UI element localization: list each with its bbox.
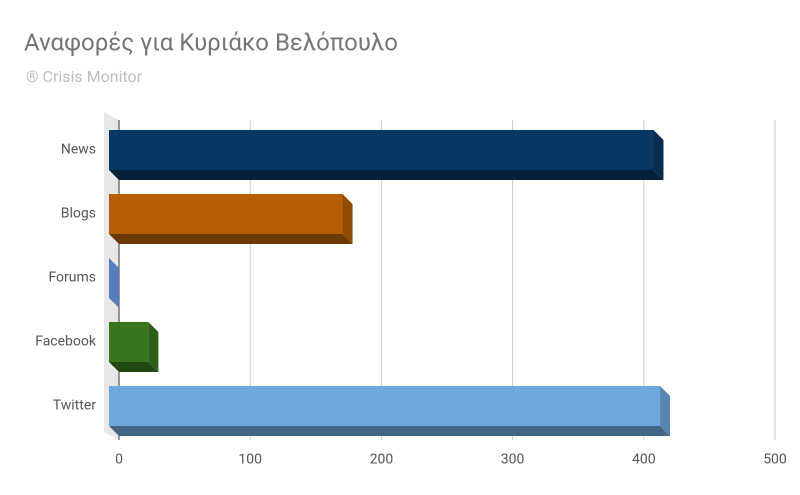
y-tick-label: Forums [48, 270, 96, 286]
bar-bottom [109, 426, 671, 436]
x-tick-label: 400 [632, 452, 656, 468]
bar-bottom [109, 362, 159, 372]
x-tick-label: 200 [370, 452, 394, 468]
y-tick-label: Twitter [53, 398, 96, 414]
y-tick-label: Blogs [61, 206, 96, 222]
x-tick-label: 0 [115, 452, 123, 468]
x-tick-label: 300 [501, 452, 525, 468]
bar-bottom [109, 170, 664, 180]
bar-side [148, 322, 159, 372]
chart-subtitle: ® Crisis Monitor [26, 67, 143, 86]
bar-side [653, 130, 664, 180]
bar [109, 322, 149, 362]
bar [109, 130, 654, 170]
x-tick-label: 100 [238, 452, 262, 468]
bar-side [342, 194, 353, 244]
bar-side [660, 386, 671, 436]
bar [109, 386, 661, 426]
y-tick-label: News [61, 142, 96, 158]
chart-title: Αναφορές για Κυριάκο Βελόπουλο [24, 28, 398, 56]
x-tick-label: 500 [763, 452, 787, 468]
bar [109, 194, 343, 234]
y-tick-label: Facebook [35, 334, 97, 350]
bar-bottom [109, 234, 353, 244]
bar-side [109, 258, 119, 308]
